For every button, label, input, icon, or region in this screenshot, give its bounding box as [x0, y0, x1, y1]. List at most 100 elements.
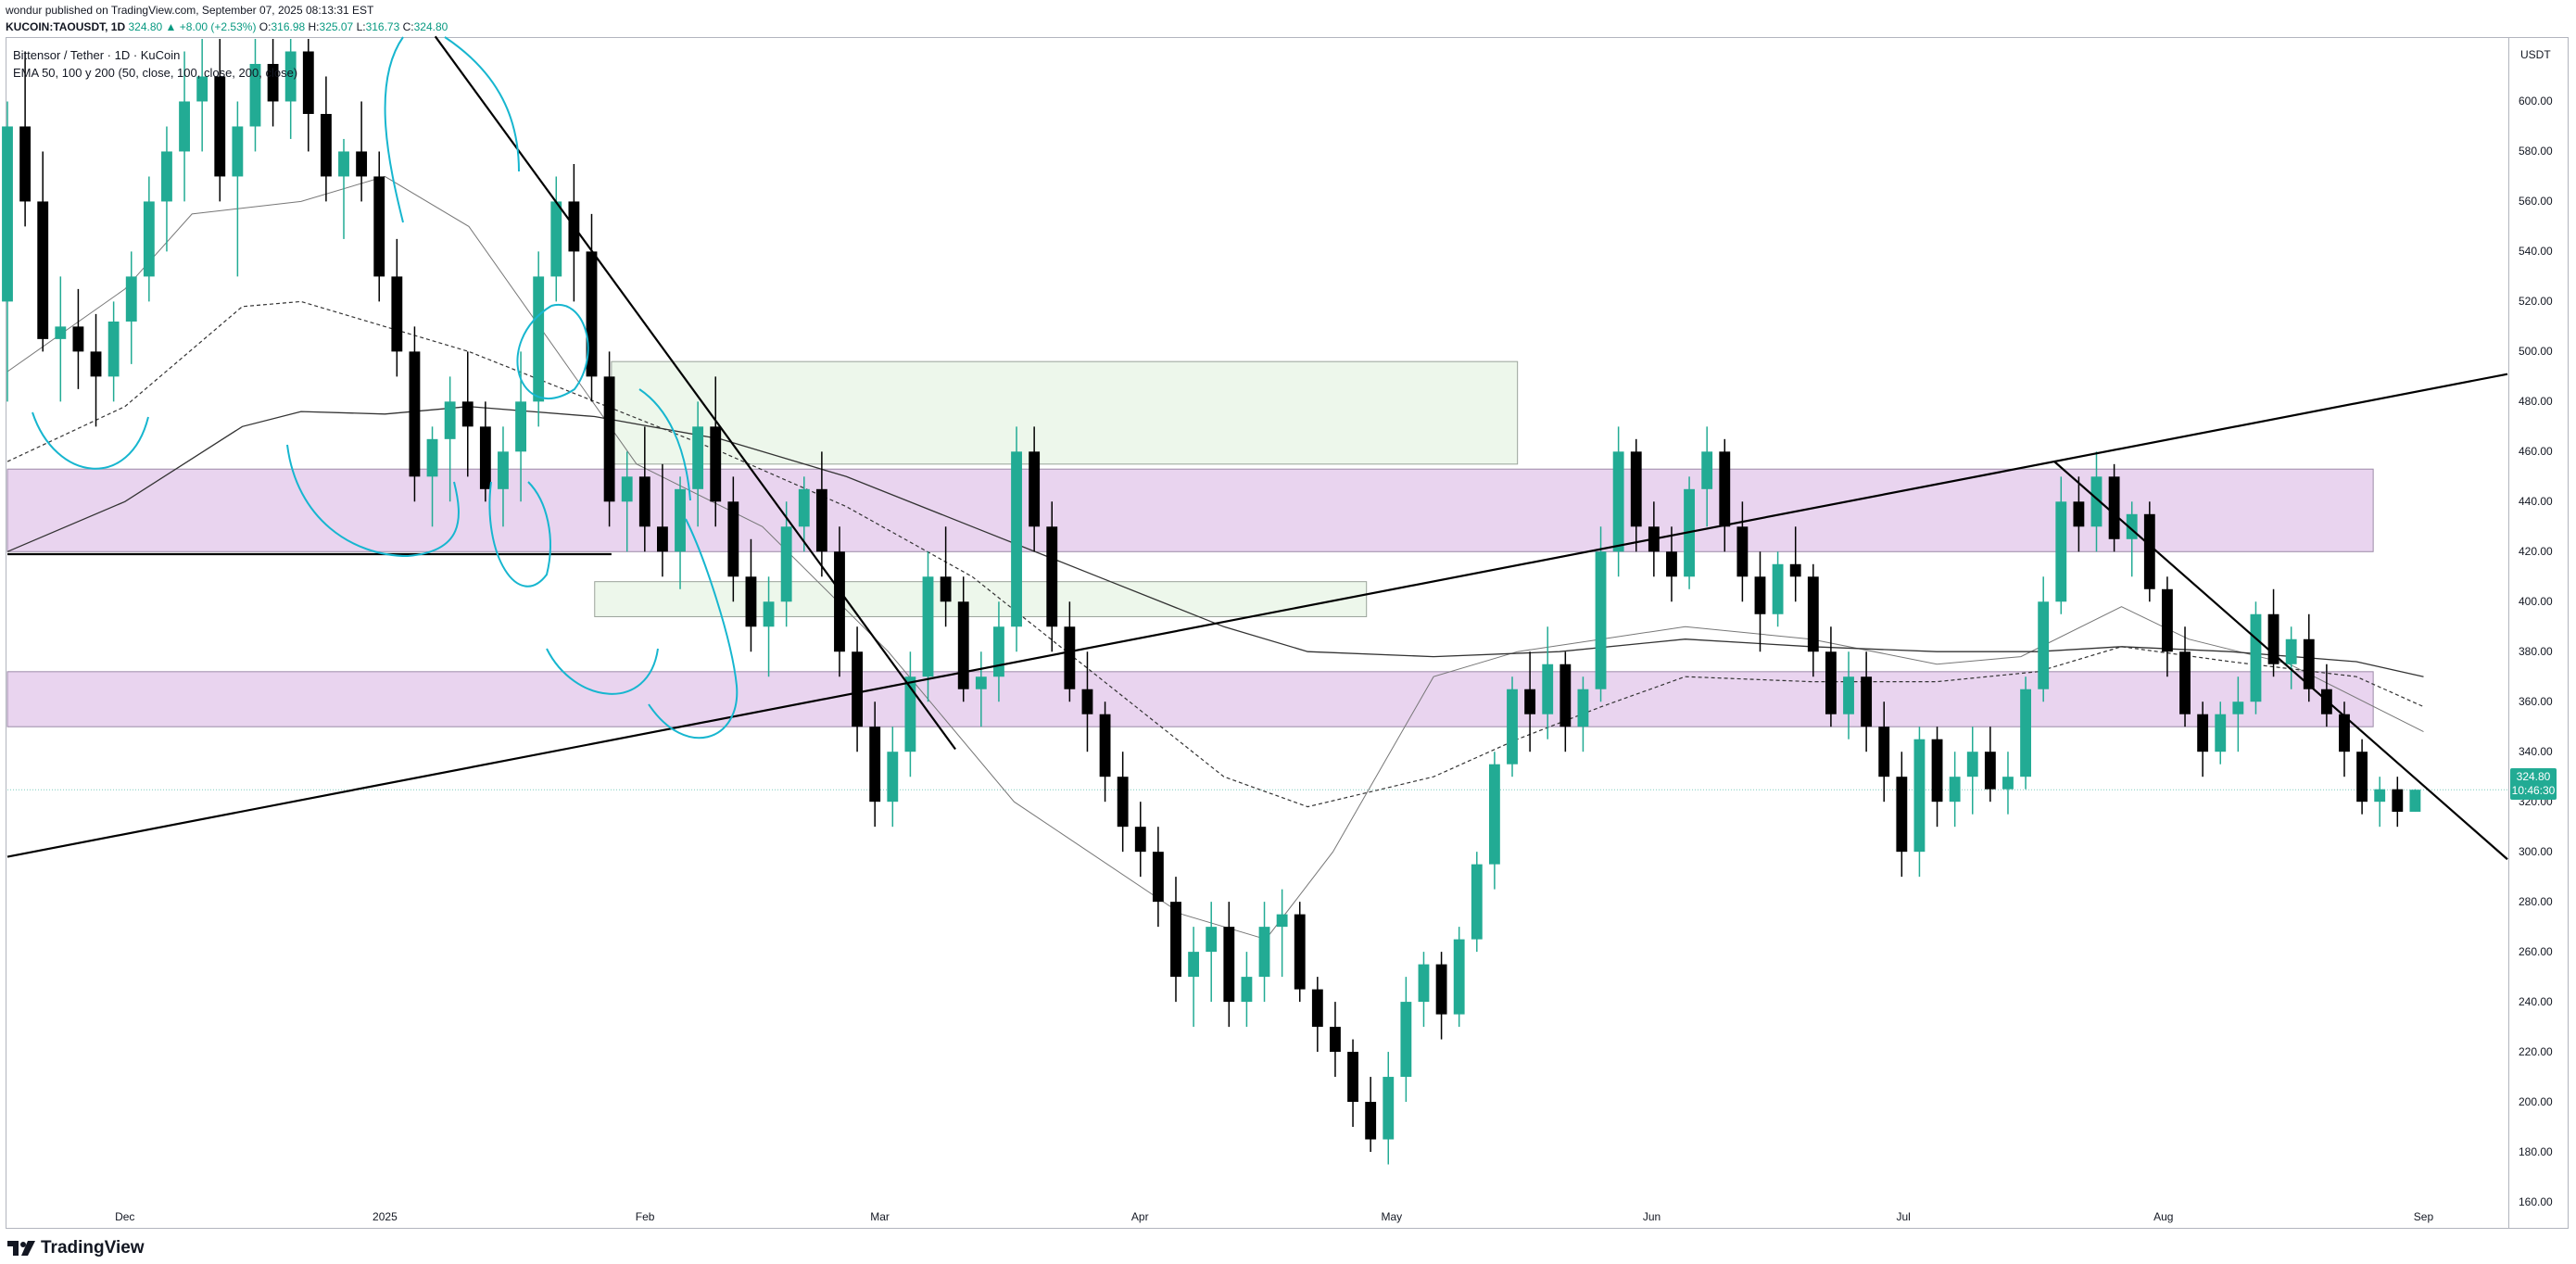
candle-body [1807, 576, 1819, 652]
candle-body [37, 201, 49, 339]
price-change: ▲ +8.00 (+2.53%) [165, 20, 257, 33]
candle-body [2002, 777, 2014, 790]
candle-body [267, 63, 279, 102]
candle-body [1276, 914, 1288, 928]
chart-pane[interactable] [6, 37, 2509, 1229]
candle-body [621, 476, 633, 502]
y-tick-label: 500.00 [2519, 345, 2553, 359]
marker-drawing [444, 36, 520, 172]
candle-body [603, 376, 615, 502]
candle-body [1170, 902, 1181, 978]
candle-body [284, 51, 297, 102]
candle-body [2055, 501, 2067, 602]
candle-body [745, 576, 757, 627]
candle-body [2215, 714, 2227, 752]
ema-line-3 [6, 406, 2424, 677]
legend-indicator: EMA 50, 100 y 200 (50, close, 100, close… [13, 66, 298, 80]
candle-body [1825, 651, 1837, 714]
candle-body [1064, 626, 1076, 689]
candle-body [763, 601, 775, 627]
marker-drawing [32, 411, 149, 470]
candle-body [1772, 563, 1784, 614]
symbol: KUCOIN:TAOUSDT, 1D [6, 20, 126, 33]
candle-body [1754, 576, 1766, 614]
candle-body [2038, 601, 2050, 689]
candle-body [957, 601, 969, 689]
candle-body [1258, 927, 1270, 978]
candle-body [249, 63, 261, 127]
candle-body [922, 576, 934, 677]
candle-body [798, 488, 810, 527]
candle-body [2020, 689, 2032, 777]
candle-body [1188, 952, 1200, 978]
y-tick-label: 280.00 [2519, 895, 2553, 909]
candle-body [1347, 1052, 1358, 1103]
low-value: 316.73 [365, 20, 400, 33]
candle-body [1099, 714, 1111, 777]
candle-body [1206, 927, 1218, 953]
candle-body [1577, 689, 1589, 727]
marker-drawing [546, 648, 659, 695]
candle-body [1701, 451, 1713, 489]
candle-body [1453, 939, 1465, 1015]
candle-body [55, 326, 67, 339]
y-tick-label: 560.00 [2519, 195, 2553, 209]
y-tick-label: 420.00 [2519, 545, 2553, 559]
candle-body [1949, 777, 1961, 803]
candle-body [638, 476, 650, 527]
candle-body [1843, 676, 1854, 714]
candle-body [1330, 1027, 1341, 1053]
candle-body [426, 438, 438, 477]
candle-body [2197, 714, 2209, 752]
tradingview-logo[interactable]: TradingView [7, 1238, 145, 1258]
y-tick-label: 400.00 [2519, 595, 2553, 609]
high-value: 325.07 [319, 20, 354, 33]
y-tick-label: 200.00 [2519, 1095, 2553, 1109]
marker-drawing [516, 303, 589, 399]
candle-body [479, 426, 491, 489]
candle-body [2392, 789, 2404, 812]
candle-body [107, 321, 120, 377]
candle-body [1984, 752, 1996, 790]
green-box-upper [611, 360, 1519, 465]
candle-body [2374, 789, 2386, 803]
price-axis[interactable] [2509, 37, 2569, 1229]
candle-body [391, 276, 403, 352]
candle-body [2285, 638, 2297, 664]
candle-body [2409, 790, 2421, 812]
x-tick-label: Feb [635, 1210, 655, 1223]
y-tick-label: 460.00 [2519, 445, 2553, 459]
candle-body [515, 401, 526, 452]
candle-body [1736, 526, 1749, 577]
candle-body [1896, 777, 1908, 853]
candle-body [2250, 613, 2262, 702]
candle-body [2179, 651, 2191, 714]
candle-body [2, 126, 13, 302]
tradingview-icon [7, 1241, 35, 1256]
x-tick-label: Dec [115, 1210, 135, 1223]
candle-body [834, 551, 845, 652]
x-tick-label: Jun [1642, 1210, 1661, 1223]
candle-body [1524, 689, 1536, 714]
x-tick-label: 2025 [373, 1210, 398, 1223]
candle-body [1418, 964, 1430, 1003]
candle-body [2073, 501, 2085, 527]
y-tick-label: 300.00 [2519, 845, 2553, 859]
y-tick-label: 260.00 [2519, 945, 2553, 959]
candle-body [780, 526, 792, 602]
candle-body [904, 676, 916, 752]
x-tick-label: May [1381, 1210, 1403, 1223]
candle-body [2232, 702, 2244, 714]
marker-drawing [648, 518, 739, 739]
candle-body [533, 276, 545, 402]
candle-body [1666, 551, 1677, 577]
candle-body [1789, 563, 1801, 577]
x-tick-label: Jul [1896, 1210, 1911, 1223]
y-tick-label: 600.00 [2519, 95, 2553, 108]
candle-body [550, 201, 562, 277]
candle-body [1719, 451, 1731, 527]
brand-name: TradingView [41, 1238, 145, 1258]
close-value: 324.80 [413, 20, 448, 33]
candle-body [302, 51, 314, 114]
candle-body [72, 326, 84, 352]
